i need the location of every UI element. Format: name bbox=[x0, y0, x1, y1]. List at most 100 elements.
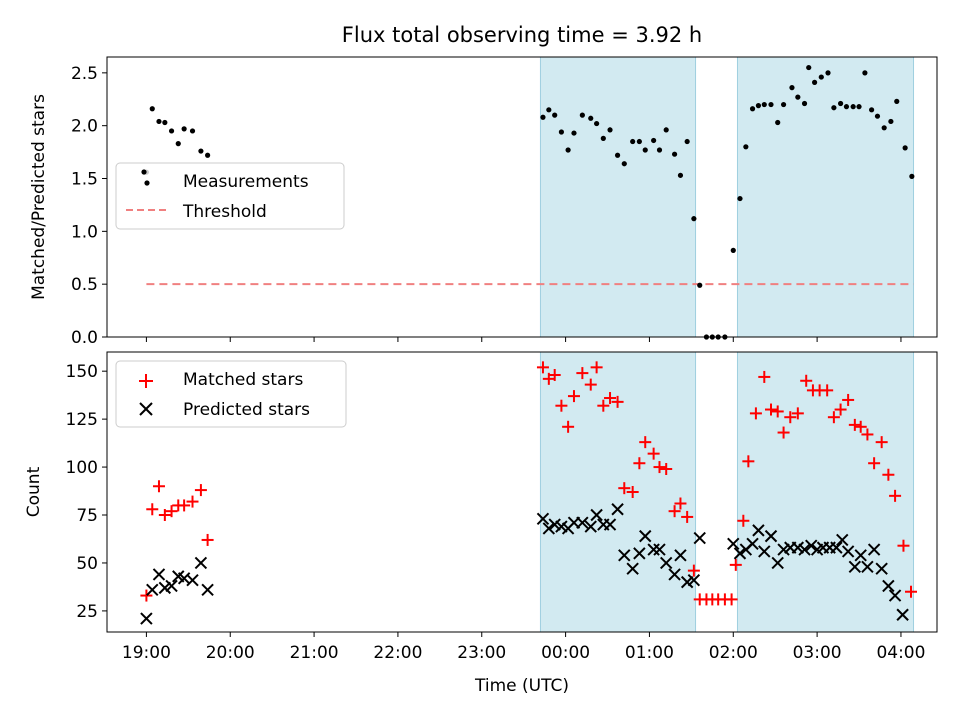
predicted-star-stroke bbox=[758, 545, 771, 558]
measurement-point bbox=[594, 120, 600, 127]
predicted-star-stroke bbox=[603, 518, 617, 531]
predicted-star-point bbox=[674, 549, 687, 562]
ratio-legend-box bbox=[115, 162, 345, 230]
measurement-point bbox=[168, 128, 175, 134]
matched-star-point bbox=[178, 499, 191, 512]
ratio-y-tick-label: 1.5 bbox=[71, 170, 98, 190]
matched-star-point bbox=[152, 480, 165, 493]
legend-measurements-label: Measurements bbox=[183, 172, 309, 192]
measurement-point bbox=[546, 107, 552, 113]
matched-star-point bbox=[597, 399, 610, 412]
predicted-star-stroke bbox=[733, 547, 747, 560]
measurement-point bbox=[888, 118, 894, 125]
measurement-point bbox=[156, 118, 162, 125]
predicted-star-stroke bbox=[875, 562, 888, 575]
shaded-observing-span bbox=[736, 56, 915, 338]
matched-star-point bbox=[140, 589, 153, 602]
predicted-star-point bbox=[764, 529, 778, 543]
measurement-point bbox=[614, 152, 621, 158]
legend-matched-label: Matched stars bbox=[183, 370, 303, 390]
matched-star-point bbox=[201, 533, 214, 546]
matched-star-point bbox=[576, 367, 589, 380]
predicted-star-point bbox=[758, 545, 771, 558]
count-y-tick-label: 75 bbox=[76, 506, 98, 526]
measurement-point bbox=[737, 195, 743, 202]
measurement-point bbox=[691, 216, 697, 222]
predicted-star-stroke bbox=[542, 522, 556, 535]
measurement-point bbox=[806, 64, 812, 71]
matched-star-point bbox=[868, 457, 881, 470]
predicted-star-point bbox=[653, 543, 666, 556]
measurement-point bbox=[768, 101, 774, 108]
x-tick-label: 23:00 bbox=[457, 643, 506, 663]
predicted-star-stroke bbox=[194, 556, 208, 570]
matched-star-point bbox=[897, 539, 910, 552]
measurement-point bbox=[162, 119, 168, 126]
predicted-star-point bbox=[618, 549, 631, 562]
measurement-point bbox=[651, 137, 657, 144]
legend-threshold-label: Threshold bbox=[182, 202, 267, 222]
measurement-point bbox=[642, 147, 648, 153]
predicted-star-stroke bbox=[791, 541, 805, 554]
measurement-point bbox=[825, 70, 831, 76]
measurement-point bbox=[730, 247, 736, 253]
matched-star-point bbox=[194, 484, 207, 497]
matched-star-point bbox=[861, 428, 874, 441]
measurement-point bbox=[811, 79, 818, 85]
predicted-star-stroke bbox=[152, 568, 166, 581]
ratio-y-tick-label: 2.0 bbox=[71, 117, 98, 137]
shaded-observing-span bbox=[539, 56, 697, 338]
predicted-star-stroke bbox=[674, 549, 687, 562]
predicted-star-point bbox=[798, 543, 811, 556]
predicted-star-point bbox=[888, 589, 902, 602]
matched-star-point bbox=[854, 420, 867, 433]
count-legend-box bbox=[115, 360, 347, 428]
predicted-star-point bbox=[647, 543, 660, 556]
matched-star-point bbox=[821, 384, 834, 397]
predicted-star-point bbox=[836, 533, 849, 547]
predicted-star-stroke bbox=[647, 543, 660, 556]
measurement-point bbox=[552, 112, 558, 118]
measurement-point bbox=[869, 107, 875, 113]
predicted-star-point bbox=[896, 608, 909, 621]
predicted-star-point bbox=[536, 512, 550, 526]
predicted-star-stroke bbox=[805, 539, 818, 552]
predicted-star-point bbox=[659, 556, 673, 570]
matched-star-point bbox=[660, 462, 673, 475]
predicted-star-point bbox=[746, 537, 759, 550]
predicted-star-point bbox=[194, 556, 208, 570]
matched-star-point bbox=[791, 407, 804, 420]
measurement-point bbox=[862, 70, 868, 76]
predicted-star-stroke bbox=[727, 537, 740, 550]
ratio-y-tick-label: 0.5 bbox=[71, 275, 98, 295]
count-y-tick-label: 100 bbox=[66, 458, 98, 478]
predicted-star-stroke bbox=[764, 529, 778, 543]
x-tick-label: 02:00 bbox=[709, 643, 758, 663]
count-y-tick-label: 125 bbox=[66, 410, 98, 430]
predicted-star-stroke bbox=[548, 518, 561, 531]
predicted-star-point bbox=[752, 524, 765, 537]
predicted-star-point bbox=[639, 529, 652, 543]
measurement-point bbox=[697, 282, 703, 288]
matched-star-point bbox=[536, 361, 549, 374]
predicted-star-point bbox=[626, 562, 639, 575]
predicted-star-stroke bbox=[746, 537, 759, 550]
count-y-tick-label: 50 bbox=[76, 554, 98, 574]
measurement-point bbox=[540, 114, 546, 120]
measurements-legend-marker bbox=[144, 180, 150, 186]
predicted-star-stroke bbox=[861, 560, 874, 574]
ratio-y-axis-label: Matched/Predicted stars bbox=[29, 94, 49, 300]
matched-star-point bbox=[562, 420, 575, 433]
predicted-star-stroke bbox=[555, 520, 568, 533]
predicted-star-point bbox=[611, 503, 624, 516]
predicted-star-point bbox=[584, 520, 597, 533]
predicted-star-stroke bbox=[186, 574, 199, 587]
predicted-star-stroke bbox=[576, 516, 589, 529]
predicted-star-point bbox=[693, 531, 706, 545]
predicted-star-point bbox=[848, 560, 862, 574]
predicted-star-stroke bbox=[771, 556, 784, 570]
measurement-point bbox=[909, 173, 915, 179]
matched-star-point bbox=[186, 495, 199, 508]
predicted-star-stroke bbox=[584, 520, 597, 533]
